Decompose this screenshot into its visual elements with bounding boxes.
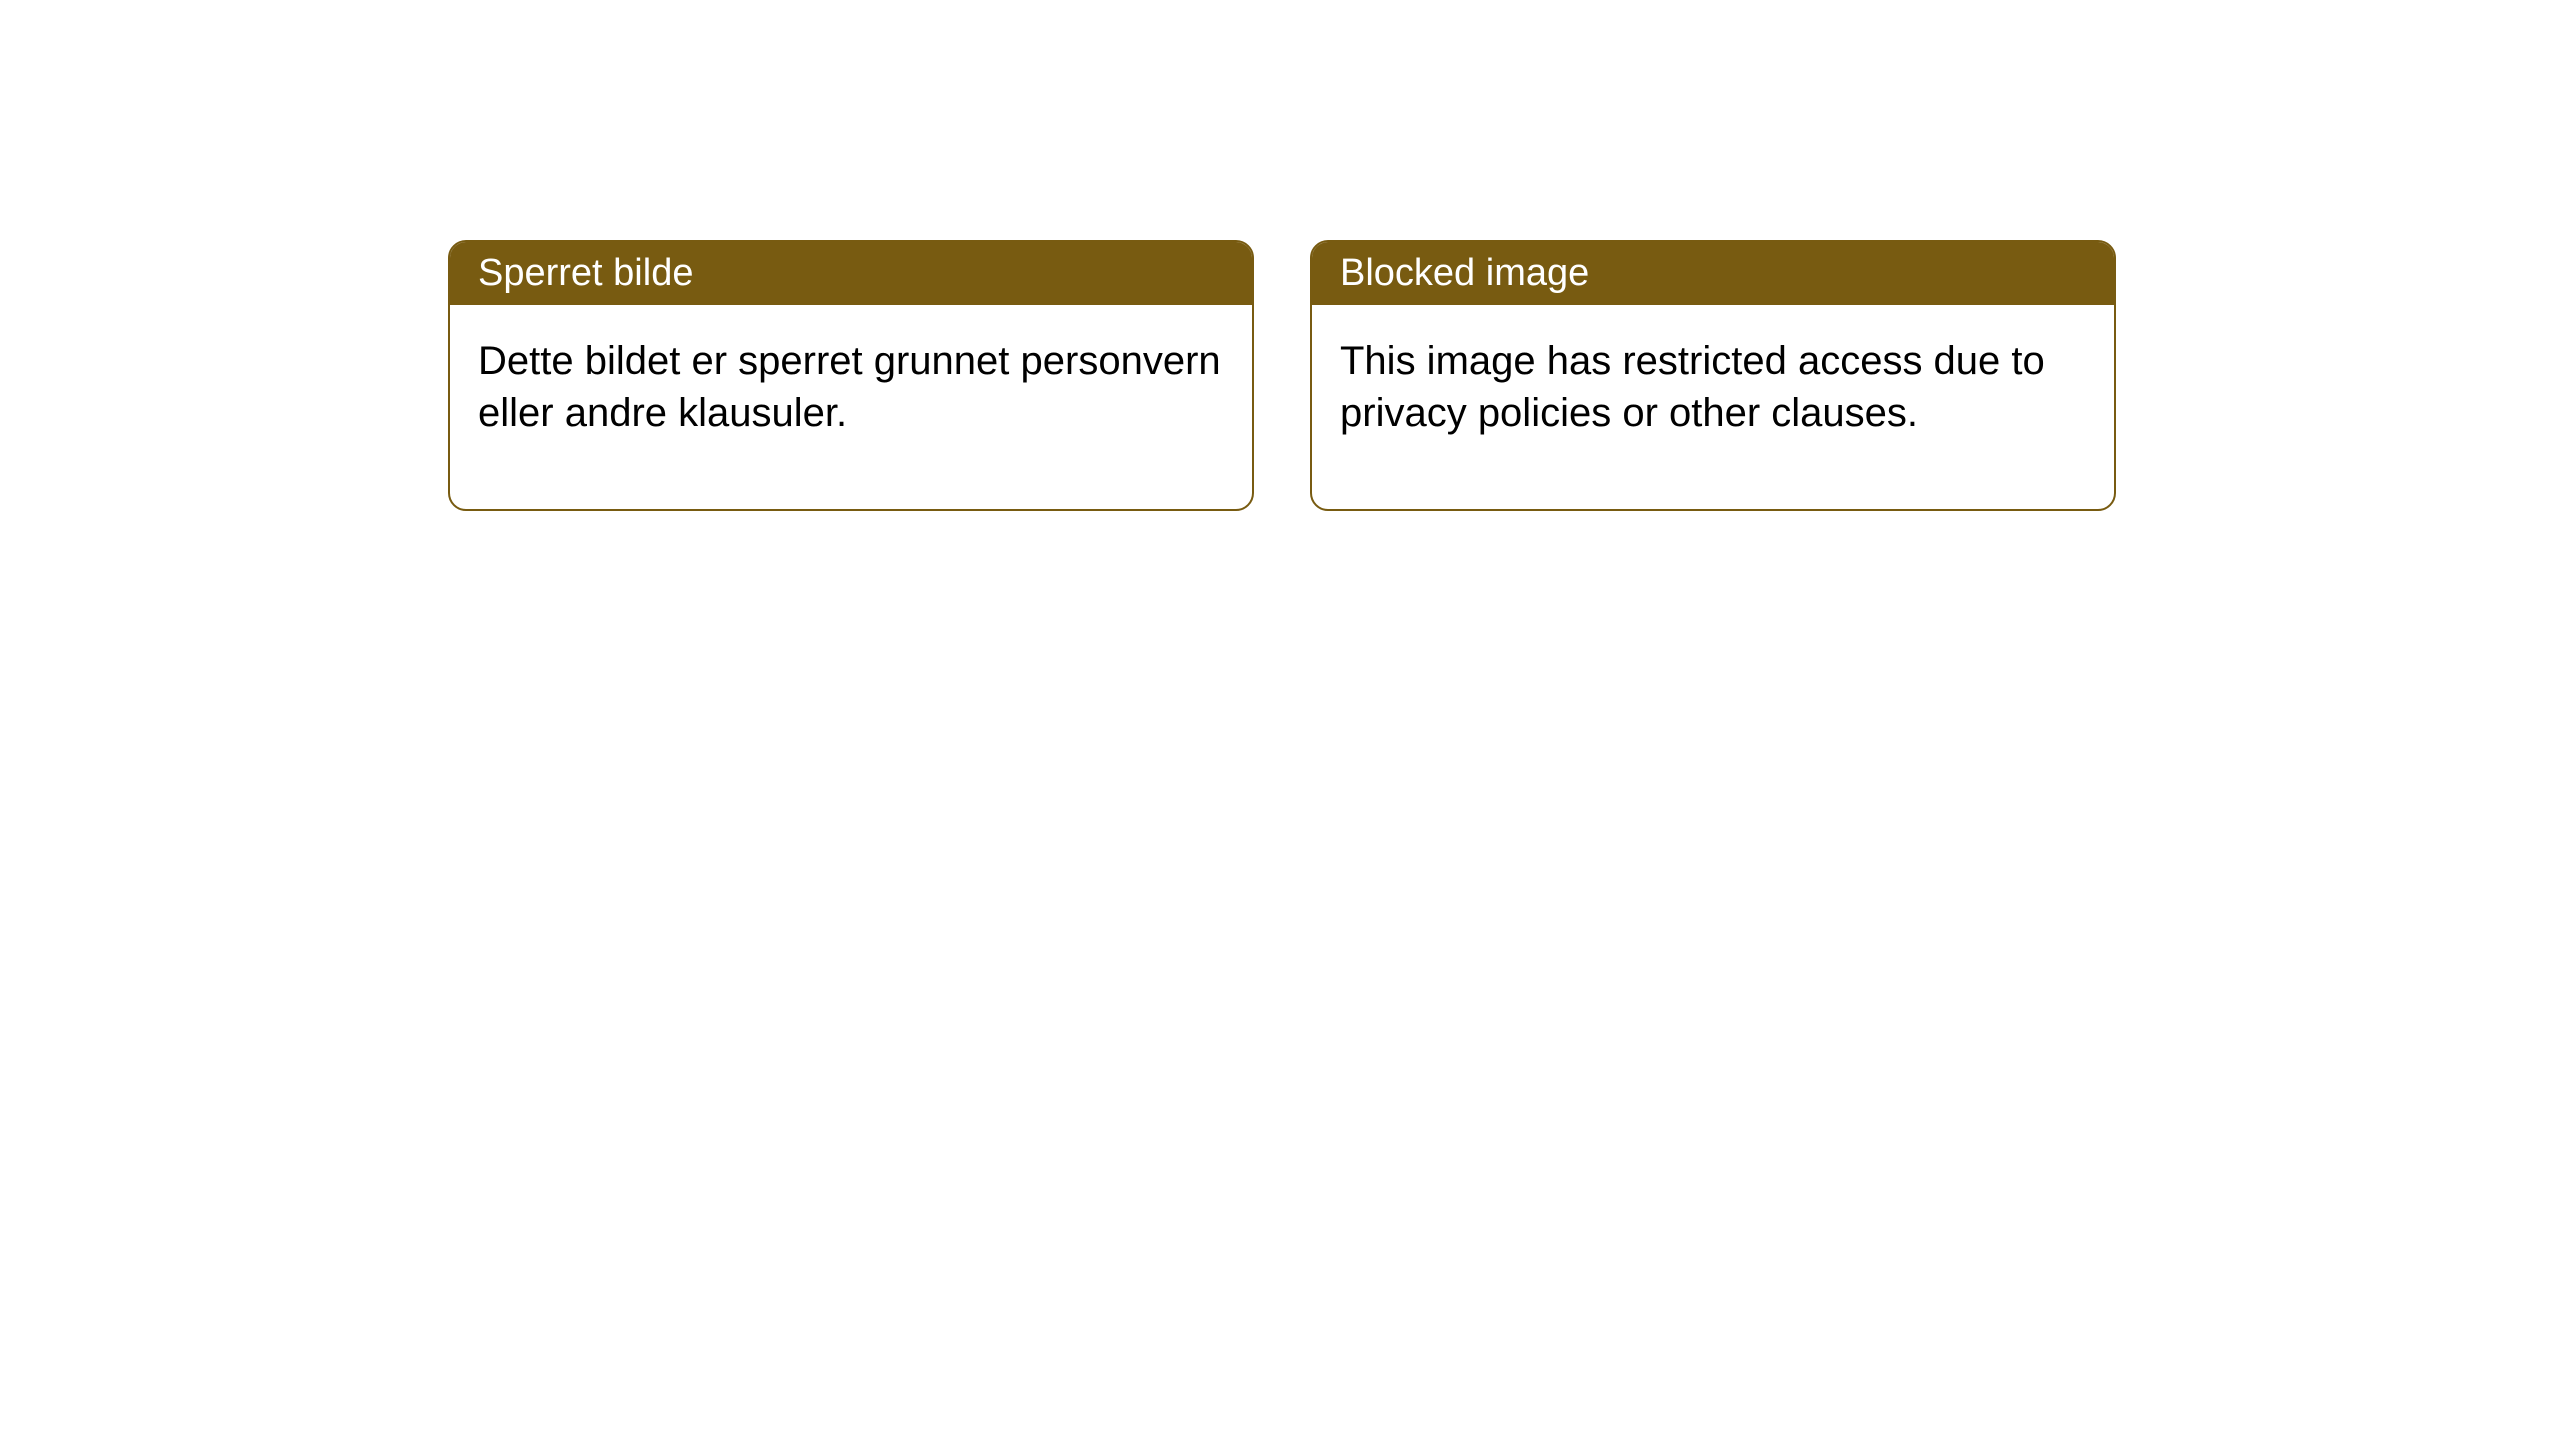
notice-card-norwegian: Sperret bilde Dette bildet er sperret gr… (448, 240, 1254, 511)
notice-header-norwegian: Sperret bilde (450, 242, 1252, 305)
notice-header-english: Blocked image (1312, 242, 2114, 305)
notice-body-norwegian: Dette bildet er sperret grunnet personve… (450, 305, 1252, 509)
notice-container: Sperret bilde Dette bildet er sperret gr… (448, 240, 2116, 511)
notice-body-english: This image has restricted access due to … (1312, 305, 2114, 509)
notice-card-english: Blocked image This image has restricted … (1310, 240, 2116, 511)
